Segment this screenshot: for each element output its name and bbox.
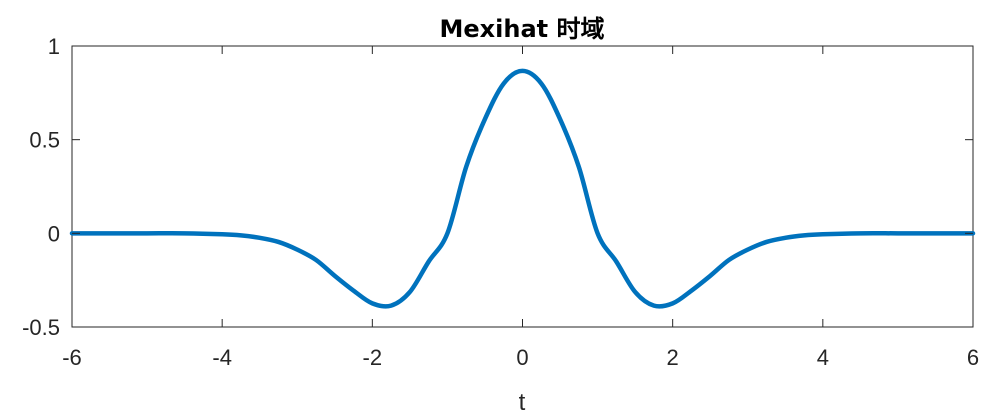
- x-tick-label: -4: [212, 345, 232, 370]
- y-tick-label: 1: [48, 34, 60, 59]
- x-axis: -6 -4 -2 0 2 4 6: [62, 46, 979, 370]
- series-line: [69, 68, 976, 309]
- axes-box: [71, 45, 974, 328]
- x-tick-label: -2: [363, 345, 383, 370]
- x-axis-label: t: [519, 389, 526, 416]
- x-tick-label: 0: [516, 345, 528, 370]
- y-tick-label: 0: [48, 221, 60, 246]
- y-tick-label: -0.5: [22, 315, 60, 340]
- x-tick-label: 2: [667, 345, 679, 370]
- x-tick-label: 6: [967, 345, 979, 370]
- x-tick-label: 4: [817, 345, 829, 370]
- chart-title: Mexihat 时域: [440, 15, 605, 43]
- plot-area: [69, 45, 976, 328]
- y-tick-label: 0.5: [29, 128, 60, 153]
- x-tick-label: -6: [62, 345, 82, 370]
- y-axis: -0.5 0 0.5 1: [22, 34, 973, 340]
